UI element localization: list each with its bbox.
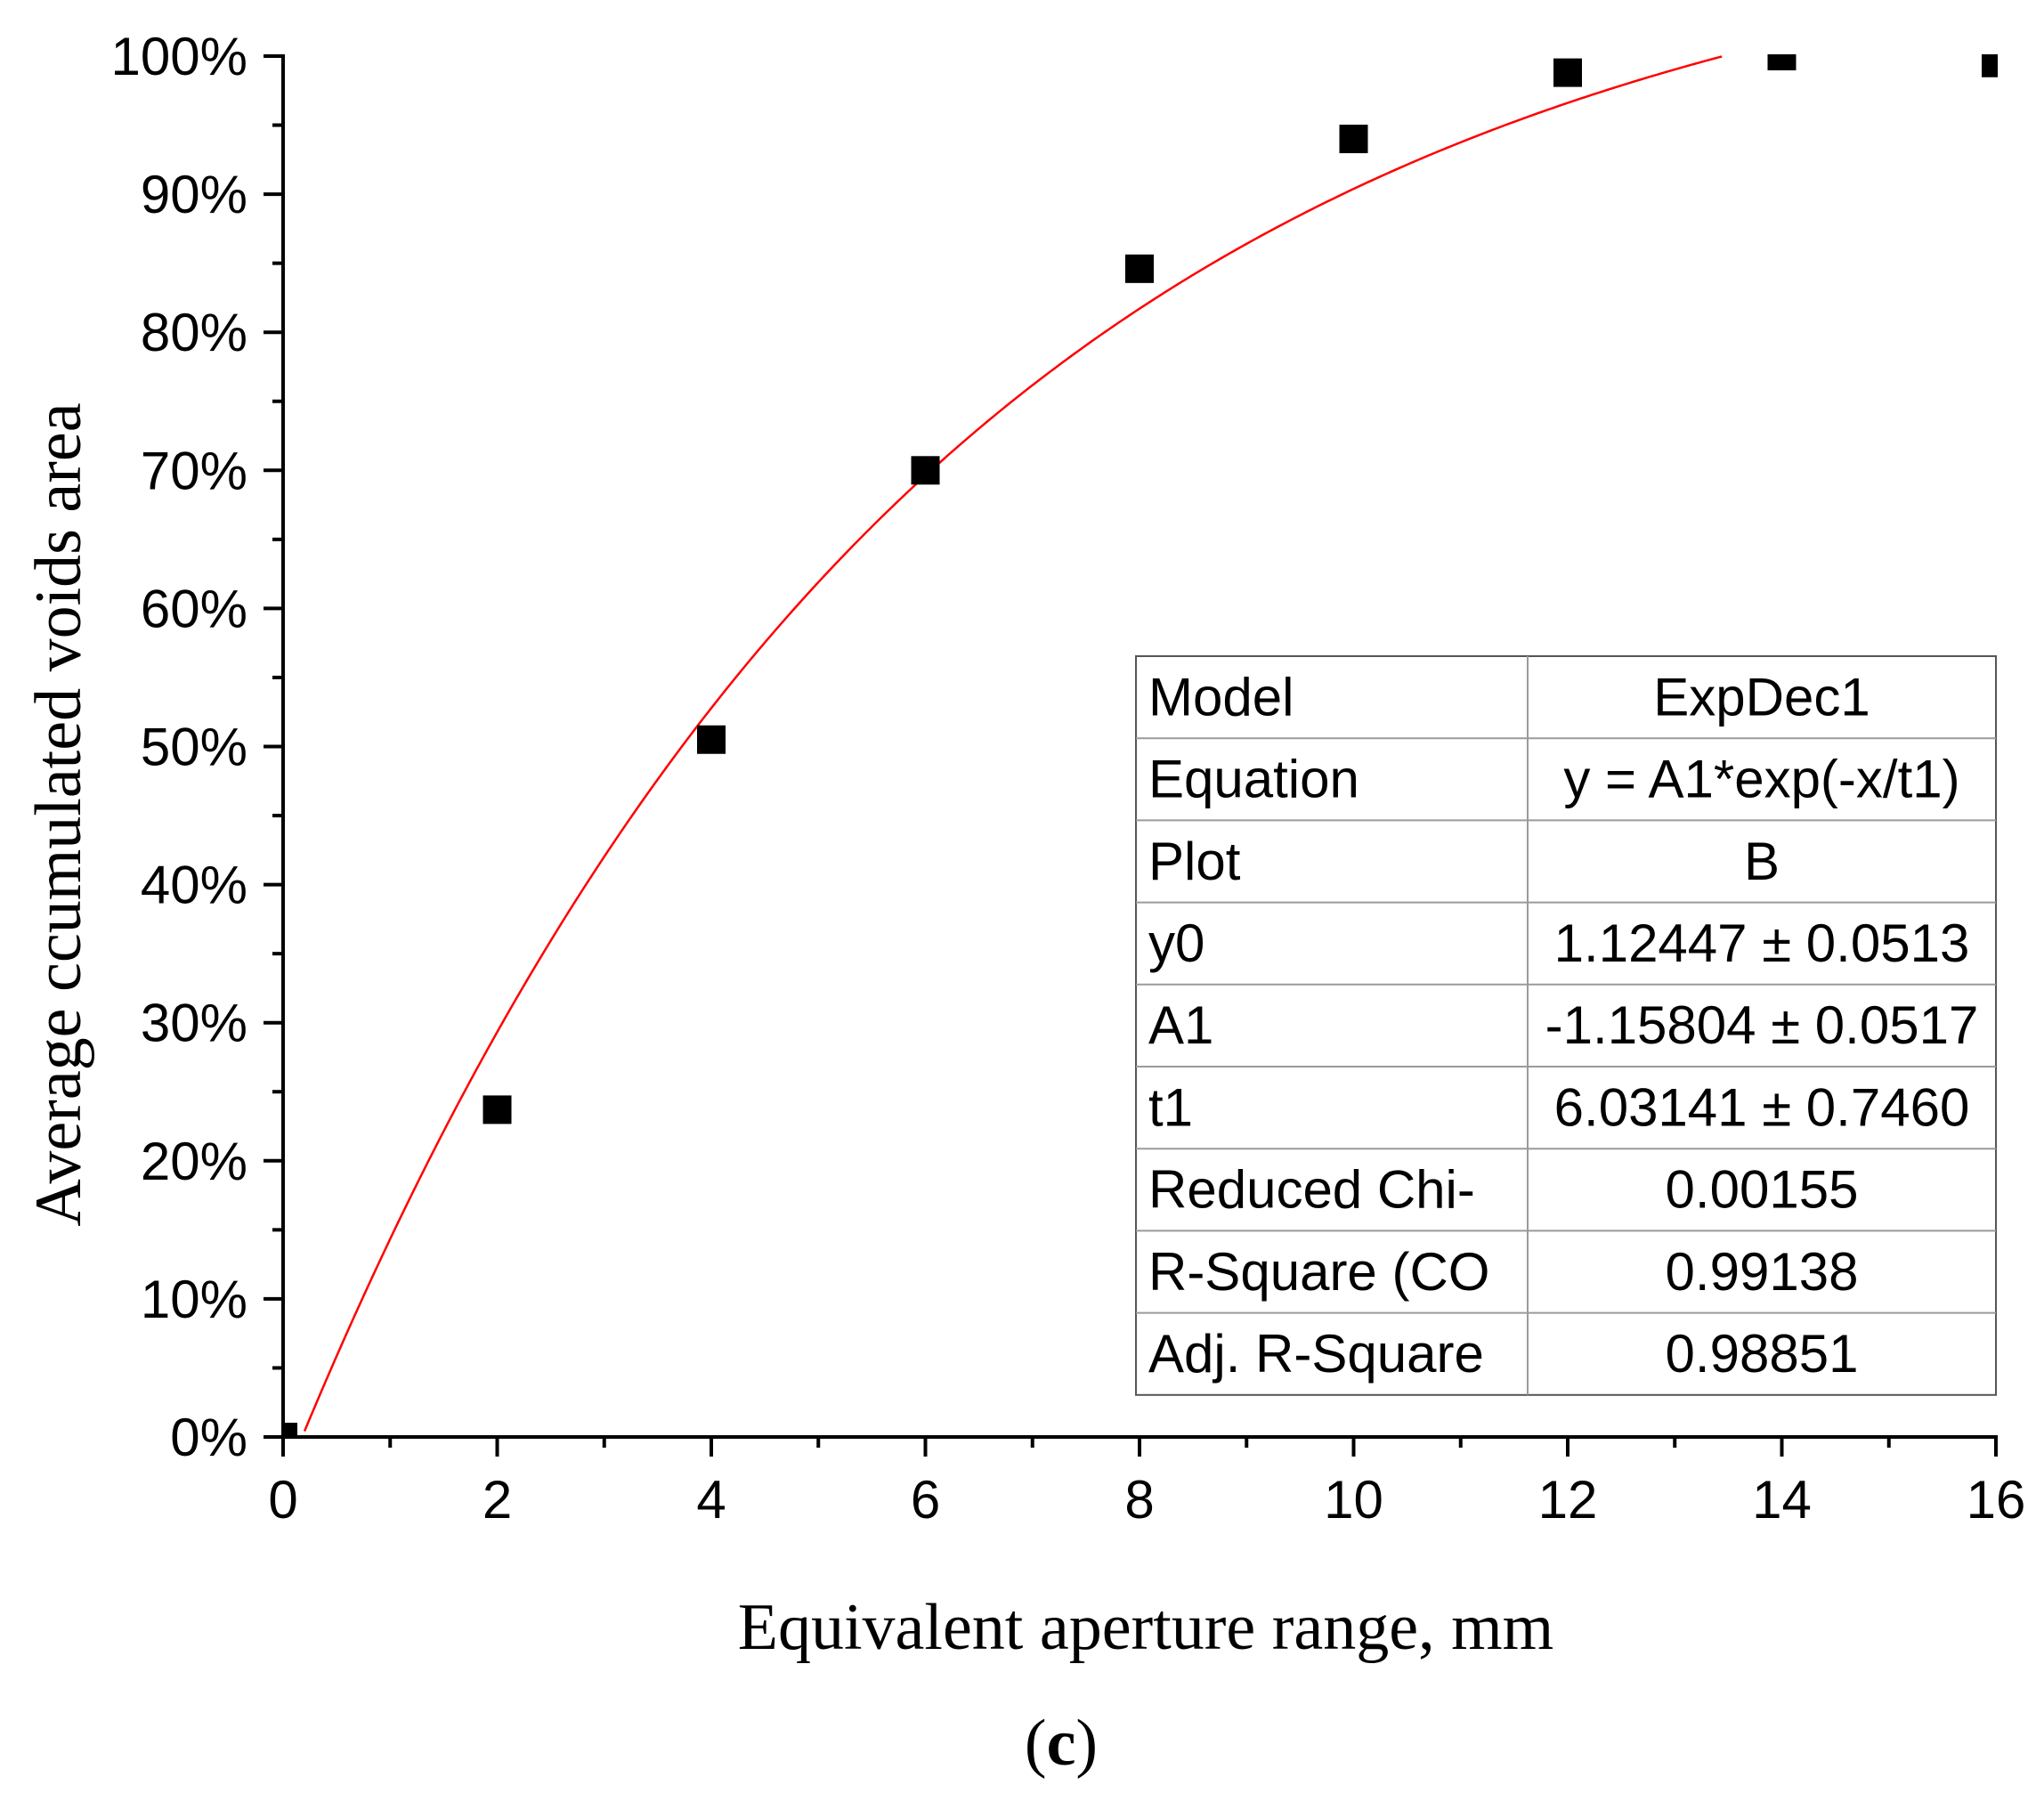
data-markers <box>283 54 1998 1437</box>
stats-label: Plot <box>1148 832 1241 891</box>
tick-labels: 0% 10% 20% 30% 40% 50% 60% 70% 80% 90% 100% 0 2 4 6 8 10… <box>111 27 2026 1530</box>
data-point <box>483 1095 512 1124</box>
stats-label: Adj. R-Square <box>1148 1324 1484 1384</box>
y-tick-label: 30% <box>141 994 247 1053</box>
stats-value: -1.15804 ± 0.0517 <box>1545 995 1979 1055</box>
x-tick-label: 10 <box>1324 1470 1383 1530</box>
stats-value: 1.12447 ± 0.0513 <box>1554 913 1970 973</box>
x-axis-title: Equivalent aperture range, mm <box>738 1591 1553 1664</box>
stats-label: y0 <box>1148 913 1204 973</box>
data-point <box>697 725 726 754</box>
stats-value: y = A1*exp(-x/t1) <box>1563 750 1959 809</box>
x-tick-label: 14 <box>1752 1470 1812 1530</box>
panel-label-close: ) <box>1075 1707 1098 1780</box>
fit-statistics-table: Model ExpDec1 Equation y = A1*exp(-x/t1) Plo… <box>1135 655 1997 1396</box>
x-tick-label: 0 <box>268 1470 297 1530</box>
stats-value: 0.00155 <box>1666 1160 1859 1220</box>
stats-value: ExpDec1 <box>1653 667 1870 726</box>
data-point <box>1553 58 1582 87</box>
y-tick-label: 0% <box>170 1408 247 1467</box>
y-tick-label: 70% <box>141 441 247 500</box>
y-tick-label: 60% <box>141 579 247 638</box>
y-axis-title: Average ccumulated voids area <box>22 402 95 1226</box>
stats-label: Reduced Chi- <box>1148 1160 1475 1220</box>
data-point <box>1982 54 1998 77</box>
data-point <box>1767 54 1797 70</box>
data-point <box>911 456 940 485</box>
y-tick-label: 80% <box>141 303 247 362</box>
stats-label: Model <box>1148 667 1294 726</box>
y-tick-label: 20% <box>141 1132 247 1191</box>
x-tick-label: 12 <box>1538 1470 1598 1530</box>
stats-value: B <box>1744 832 1780 891</box>
stats-table-border <box>1135 655 1997 1396</box>
fit-curve <box>303 55 1723 1432</box>
x-tick-label: 6 <box>911 1470 940 1530</box>
y-tick-label: 90% <box>141 165 247 224</box>
panel-label-letter: c <box>1047 1707 1076 1780</box>
y-tick-label: 50% <box>141 718 247 777</box>
data-point <box>1339 125 1368 154</box>
y-tick-label: 10% <box>141 1270 247 1329</box>
panel-label-open: ( <box>1025 1707 1047 1780</box>
x-tick-label: 8 <box>1124 1470 1154 1530</box>
stats-value: 0.98851 <box>1666 1324 1859 1384</box>
y-tick-label: 100% <box>111 27 247 86</box>
y-tick-label: 40% <box>141 856 247 915</box>
stats-value: 0.99138 <box>1666 1242 1859 1302</box>
x-tick-label: 2 <box>483 1470 512 1530</box>
stats-value: 6.03141 ± 0.7460 <box>1554 1077 1970 1137</box>
stats-label: t1 <box>1148 1077 1193 1137</box>
stats-label: Equation <box>1148 750 1359 809</box>
x-tick-label: 4 <box>696 1470 726 1530</box>
stats-label: R-Square (CO <box>1148 1242 1489 1302</box>
data-point <box>1125 254 1154 283</box>
panel-label: (c) <box>1025 1707 1098 1780</box>
x-tick-label: 16 <box>1967 1470 2026 1530</box>
stats-label: A1 <box>1148 995 1213 1055</box>
data-point <box>283 1423 297 1437</box>
